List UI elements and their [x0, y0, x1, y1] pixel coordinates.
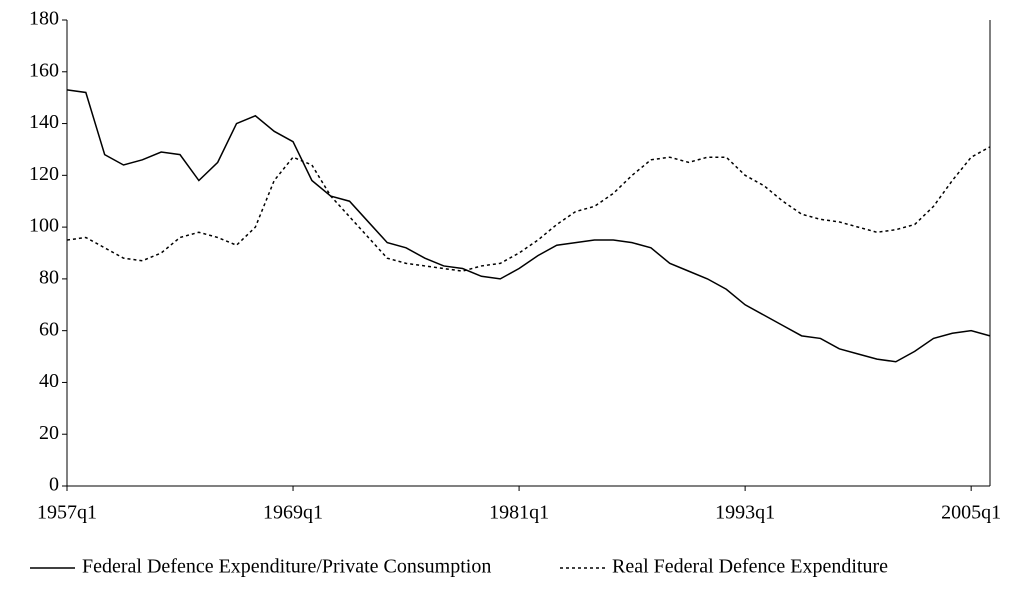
x-tick-label: 1957q1 — [37, 502, 97, 524]
y-tick-label: 140 — [29, 111, 59, 133]
y-tick-label: 60 — [39, 318, 59, 340]
y-tick-label: 20 — [39, 422, 59, 444]
x-tick-label: 2005q1 — [941, 502, 1001, 524]
series-line — [66, 89, 991, 363]
y-tick-label: 40 — [39, 370, 59, 392]
x-tick-label: 1993q1 — [715, 502, 775, 524]
y-tick-label: 80 — [39, 266, 59, 288]
y-tick-label: 180 — [29, 8, 59, 30]
legend-label: Real Federal Defence Expenditure — [612, 556, 888, 578]
y-tick-label: 0 — [49, 474, 59, 496]
y-tick-label: 100 — [29, 215, 59, 237]
x-tick-label: 1969q1 — [263, 502, 323, 524]
legend-label: Federal Defence Expenditure/Private Cons… — [82, 556, 491, 578]
x-tick-label: 1981q1 — [489, 502, 549, 524]
y-tick-label: 120 — [29, 163, 59, 185]
y-tick-label: 160 — [29, 59, 59, 81]
series-line — [66, 146, 991, 272]
